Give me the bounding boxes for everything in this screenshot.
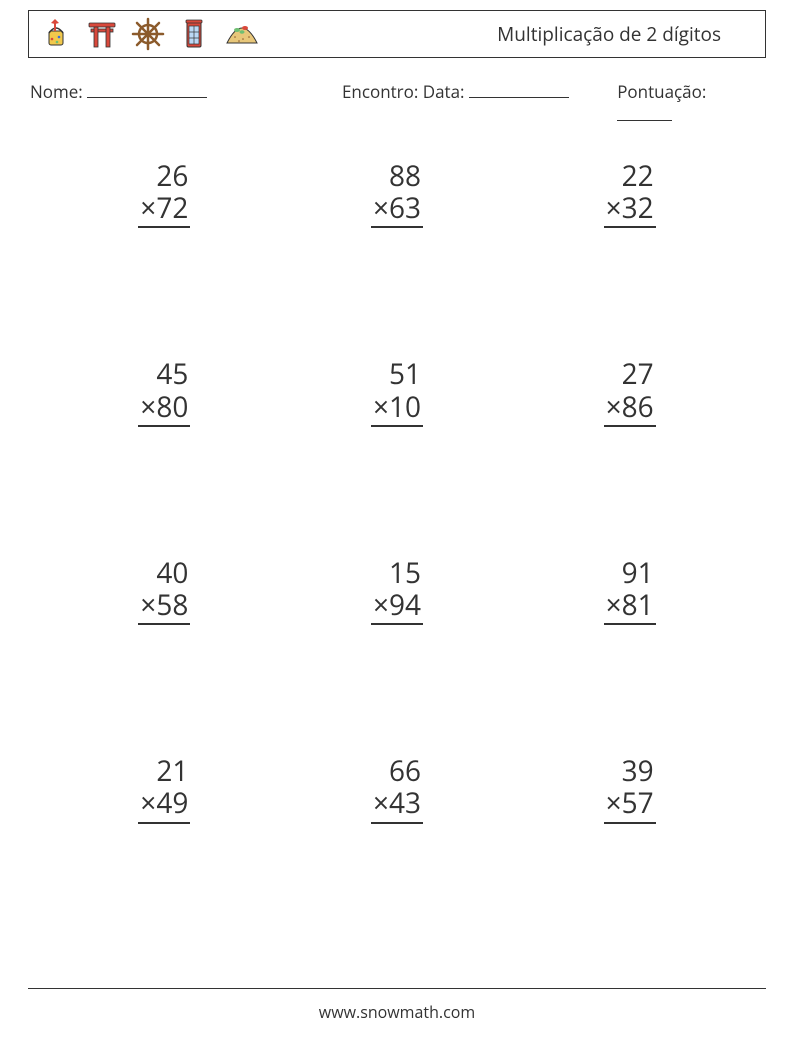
operator: × [373,784,389,822]
multiplicand: 51 [371,358,423,390]
footer-url: www.snowmath.com [0,1001,794,1023]
problem-9: 91×81 [533,557,726,625]
multiplicand: 21 [138,755,190,787]
multiplier: 10 [389,388,421,426]
multiplier: 32 [622,189,654,227]
operator: × [373,189,389,227]
multiplicand: 39 [604,755,656,787]
multiplier: 86 [622,388,654,426]
score-blank[interactable] [617,103,672,121]
multiplier: 43 [389,784,421,822]
problem-stack: 40×58 [138,557,190,625]
multiplier-row: ×32 [604,192,656,228]
multiplier: 63 [389,189,421,227]
multiplier-row: ×58 [138,589,190,625]
multiplicand: 22 [604,160,656,192]
operator: × [140,784,156,822]
multiplier-row: ×94 [371,589,423,625]
date-blank[interactable] [469,80,569,98]
wheel-icon [131,17,165,51]
taco-icon [223,17,261,51]
multiplicand: 45 [138,358,190,390]
operator: × [373,388,389,426]
score-label: Pontuação: [617,80,706,103]
operator: × [373,586,389,624]
multiplier: 49 [156,784,188,822]
problem-8: 15×94 [301,557,494,625]
info-fields: Nome: Encontro: Data: Pontuação: [28,80,766,126]
problem-12: 39×57 [533,755,726,823]
multiplier-row: ×57 [604,787,656,823]
problem-stack: 21×49 [138,755,190,823]
problem-7: 40×58 [68,557,261,625]
multiplier-row: ×86 [604,391,656,427]
name-label: Nome: [30,80,83,103]
header-icons [39,17,261,51]
problem-stack: 39×57 [604,755,656,823]
name-field: Nome: [30,80,324,126]
multiplicand: 40 [138,557,190,589]
multiplicand: 88 [371,160,423,192]
score-field: Pontuação: [617,80,764,126]
problem-stack: 26×72 [138,160,190,228]
operator: × [606,784,622,822]
problem-stack: 15×94 [371,557,423,625]
problem-2: 88×63 [301,160,494,228]
date-field: Encontro: Data: [342,80,599,126]
multiplicand: 66 [371,755,423,787]
problem-5: 51×10 [301,358,494,426]
multiplier-row: ×49 [138,787,190,823]
multiplicand: 27 [604,358,656,390]
multiplier: 94 [389,586,421,624]
worksheet-title: Multiplicação de 2 dígitos [497,21,751,47]
problem-11: 66×43 [301,755,494,823]
problem-stack: 66×43 [371,755,423,823]
operator: × [606,388,622,426]
multiplier: 81 [622,586,654,624]
operator: × [606,586,622,624]
problem-1: 26×72 [68,160,261,228]
problem-grid: 26×7288×6322×3245×8051×1027×8640×5815×94… [28,160,766,824]
worksheet-page: Multiplicação de 2 dígitos Nome: Encontr… [0,0,794,1053]
bucket-icon [39,17,73,51]
multiplicand: 15 [371,557,423,589]
problem-stack: 27×86 [604,358,656,426]
torii-icon [85,17,119,51]
multiplier-row: ×10 [371,391,423,427]
name-blank[interactable] [87,80,207,98]
problem-stack: 88×63 [371,160,423,228]
problem-4: 45×80 [68,358,261,426]
problem-stack: 45×80 [138,358,190,426]
footer-rule [28,988,766,989]
operator: × [140,586,156,624]
multiplier: 58 [156,586,188,624]
date-label: Encontro: Data: [342,80,465,103]
operator: × [606,189,622,227]
phonebooth-icon [177,17,211,51]
problem-stack: 22×32 [604,160,656,228]
operator: × [140,189,156,227]
multiplier: 72 [156,189,188,227]
problem-3: 22×32 [533,160,726,228]
multiplicand: 26 [138,160,190,192]
multiplicand: 91 [604,557,656,589]
multiplier-row: ×63 [371,192,423,228]
multiplier-row: ×72 [138,192,190,228]
multiplier-row: ×81 [604,589,656,625]
problem-stack: 91×81 [604,557,656,625]
problem-6: 27×86 [533,358,726,426]
multiplier-row: ×43 [371,787,423,823]
operator: × [140,388,156,426]
problem-10: 21×49 [68,755,261,823]
problem-stack: 51×10 [371,358,423,426]
multiplier-row: ×80 [138,391,190,427]
header-box: Multiplicação de 2 dígitos [28,10,766,58]
multiplier: 57 [622,784,654,822]
multiplier: 80 [156,388,188,426]
